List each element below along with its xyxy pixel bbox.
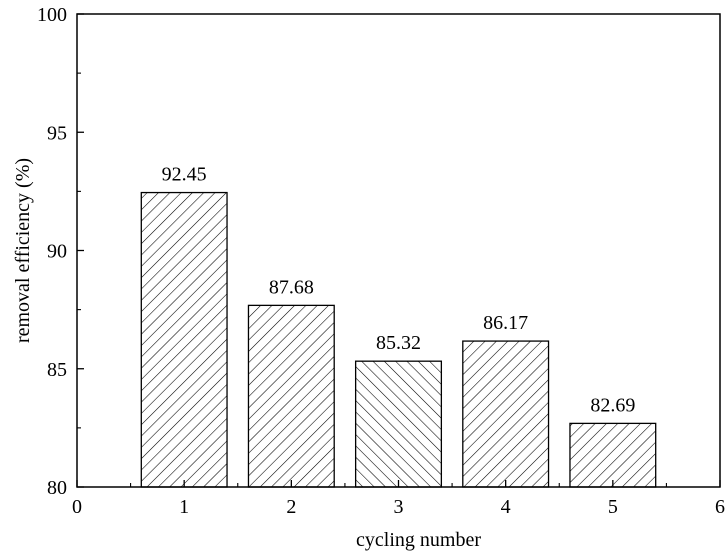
data-label-2: 87.68 [269, 276, 314, 298]
bar-3 [354, 360, 443, 488]
y-tick-label-90: 90 [47, 241, 67, 263]
x-tick-label-5: 5 [608, 496, 618, 518]
y-tick-label-80: 80 [47, 477, 67, 499]
y-tick-label-95: 95 [47, 122, 67, 144]
y-axis-ticks: 80 85 90 95 100 [37, 4, 84, 499]
y-tick-label-85: 85 [47, 359, 67, 381]
data-label-4: 86.17 [483, 312, 528, 334]
data-label-3: 85.32 [376, 332, 421, 354]
x-axis-label: cycling number [356, 529, 481, 551]
x-tick-label-3: 3 [394, 496, 404, 518]
x-tick-label-1: 1 [179, 496, 189, 518]
bar-4 [462, 340, 550, 488]
data-label-5: 82.69 [590, 394, 635, 416]
bar-5 [569, 422, 657, 488]
bars-group [140, 191, 657, 488]
x-tick-label-0: 0 [72, 496, 82, 518]
bar-2 [247, 304, 335, 488]
x-tick-label-6: 6 [715, 496, 725, 518]
x-tick-label-4: 4 [501, 496, 511, 518]
y-tick-label-100: 100 [37, 4, 67, 26]
data-label-1: 92.45 [162, 164, 207, 186]
x-axis-ticks: 0 1 2 3 4 5 6 [72, 480, 725, 518]
data-labels-group: 92.45 87.68 85.32 86.17 82.69 [162, 164, 636, 417]
bar-1 [140, 191, 228, 488]
x-tick-label-2: 2 [286, 496, 296, 518]
y-axis-label: removal efficiency (%) [12, 158, 34, 343]
